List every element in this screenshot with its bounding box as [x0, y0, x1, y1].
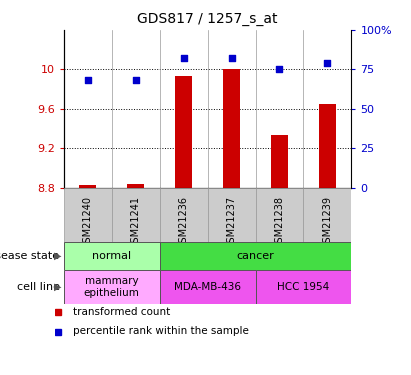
- Bar: [175, 76, 192, 188]
- Bar: [159, 242, 351, 270]
- Bar: [64, 270, 159, 304]
- Bar: [64, 242, 159, 270]
- Text: cell line: cell line: [16, 282, 60, 292]
- Bar: [319, 104, 336, 188]
- Point: [84, 77, 91, 83]
- Point: [276, 66, 283, 72]
- Text: GSM21237: GSM21237: [226, 196, 236, 249]
- Bar: [64, 188, 112, 242]
- Point: [180, 56, 187, 62]
- Text: ▶: ▶: [54, 251, 62, 261]
- Text: normal: normal: [92, 251, 131, 261]
- Point: [132, 77, 139, 83]
- Bar: [271, 135, 288, 188]
- Title: GDS817 / 1257_s_at: GDS817 / 1257_s_at: [137, 12, 278, 26]
- Bar: [159, 188, 208, 242]
- Point: [324, 60, 331, 66]
- Bar: [208, 188, 256, 242]
- Text: GSM21236: GSM21236: [179, 196, 189, 249]
- Text: ▶: ▶: [54, 282, 62, 292]
- Bar: [256, 270, 351, 304]
- Text: transformed count: transformed count: [73, 307, 171, 317]
- Bar: [303, 188, 351, 242]
- Text: mammary
epithelium: mammary epithelium: [84, 276, 140, 298]
- Text: MDA-MB-436: MDA-MB-436: [174, 282, 241, 292]
- Text: GSM21239: GSM21239: [323, 196, 332, 249]
- Bar: [112, 188, 159, 242]
- Text: GSM21241: GSM21241: [131, 196, 141, 249]
- Point: [228, 56, 235, 62]
- Text: disease state: disease state: [0, 251, 60, 261]
- Bar: [127, 184, 144, 188]
- Text: GSM21238: GSM21238: [275, 196, 284, 249]
- Bar: [256, 188, 303, 242]
- Text: GSM21240: GSM21240: [83, 196, 92, 249]
- Bar: [223, 69, 240, 188]
- Text: percentile rank within the sample: percentile rank within the sample: [73, 327, 249, 336]
- Text: cancer: cancer: [237, 251, 275, 261]
- Text: HCC 1954: HCC 1954: [277, 282, 330, 292]
- Bar: [79, 184, 96, 188]
- Bar: [159, 270, 256, 304]
